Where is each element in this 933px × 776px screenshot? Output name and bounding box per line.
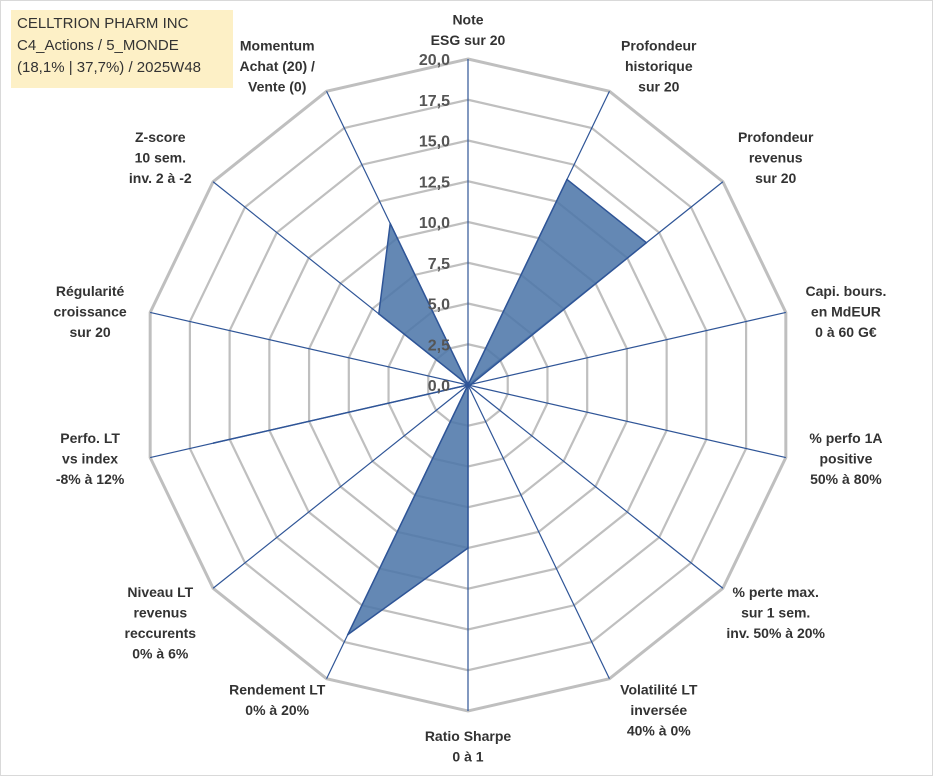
- category-label: C4_Actions / 5_MONDE: [17, 37, 179, 54]
- axis-label-line: 0 à 1: [452, 749, 483, 765]
- company-name: CELLTRION PHARM INC: [17, 15, 189, 32]
- axis-label-line: Rendement LT: [229, 681, 326, 697]
- axis-label-line: vs index: [62, 450, 118, 466]
- axis-label-7: Ratio Sharpe 0 à 1: [425, 728, 512, 765]
- axis-label-line: Ratio Sharpe: [425, 728, 512, 744]
- axis-label-line: 0 à 60 G€: [815, 324, 877, 340]
- axis-label-line: revenus: [749, 150, 803, 166]
- axis-label-0: Note ESG sur 20: [431, 12, 506, 49]
- data-point-10: [212, 442, 215, 444]
- tick-label: 15,0: [419, 134, 450, 151]
- axis-label-line: revenus: [133, 604, 187, 620]
- axis-label-line: reccurents: [125, 625, 197, 641]
- title-box: CELLTRION PHARM INC C4_Actions / 5_MONDE…: [11, 10, 233, 88]
- axis-label-10: Perfo. LT vs index -8% à 12%: [56, 430, 125, 487]
- axis-label-line: % perfo 1A: [809, 430, 882, 446]
- spoke-5: [467, 384, 724, 589]
- axis-label-line: croissance: [53, 304, 126, 320]
- data-point-7: [467, 547, 469, 549]
- label-layer: Note ESG sur 20 Profondeur historique sur 20…: [53, 12, 886, 765]
- data-point-11: [467, 384, 469, 386]
- axis-label-line: Niveau LT: [127, 584, 193, 600]
- data-point-1: [566, 178, 568, 181]
- axis-label-line: Perfo. LT: [60, 430, 120, 446]
- axis-label-line: Momentum: [240, 38, 315, 54]
- tick-label: 2,5: [428, 337, 450, 354]
- axis-label-line: 40% à 0%: [627, 722, 691, 738]
- axis-label-line: % perte max.: [733, 584, 819, 600]
- axis-label-line: Achat (20) /: [239, 58, 315, 74]
- spoke-6: [467, 384, 610, 679]
- tick-label: 0,0: [428, 378, 450, 395]
- spoke-4: [467, 384, 786, 459]
- spoke-3: [467, 311, 786, 386]
- series-layer: [212, 178, 648, 636]
- axis-label-line: Capi. bours.: [805, 283, 886, 299]
- axis-label-9: Niveau LT revenus reccurents 0% à 6%: [125, 584, 197, 662]
- axis-label-line: 0% à 20%: [245, 702, 309, 718]
- axis-label-line: inv. 2 à -2: [129, 170, 192, 186]
- axis-label-2: Profondeur revenus sur 20: [738, 129, 814, 186]
- axis-label-line: 50% à 80%: [810, 471, 882, 487]
- series-area: [212, 178, 648, 636]
- tick-label: 10,0: [419, 215, 450, 232]
- tick-label: 7,5: [428, 256, 450, 273]
- spoke-11: [150, 311, 469, 386]
- axis-label-line: 10 sem.: [135, 150, 186, 166]
- axis-label-line: sur 20: [638, 79, 679, 95]
- tick-layer: 0,0 2,5 5,0 7,5 10,0 12,5 15,0 17,5 20,0: [419, 52, 450, 395]
- tick-label: 20,0: [419, 52, 450, 69]
- tick-label: 17,5: [419, 93, 450, 110]
- axis-label-line: Profondeur: [621, 38, 697, 54]
- data-point-3: [470, 383, 472, 386]
- axis-label-8: Rendement LT 0% à 20%: [229, 681, 326, 718]
- axis-label-line: inv. 50% à 20%: [726, 625, 825, 641]
- data-point-12: [377, 313, 380, 315]
- axis-label-line: Volatilité LT: [620, 681, 698, 697]
- axis-label-12: Z-score 10 sem. inv. 2 à -2: [129, 129, 192, 186]
- axis-label-6: Volatilité LT inversée 40% à 0%: [620, 681, 698, 738]
- data-point-13: [389, 222, 392, 225]
- axis-label-line: -8% à 12%: [56, 471, 125, 487]
- axis-label-line: Vente (0): [248, 79, 306, 95]
- axis-label-line: en MdEUR: [811, 304, 881, 320]
- tick-label: 12,5: [419, 174, 450, 191]
- axis-label-line: sur 1 sem.: [741, 604, 810, 620]
- axis-label-13: Momentum Achat (20) / Vente (0): [239, 38, 315, 95]
- spoke-9: [212, 384, 469, 589]
- axis-label-line: Z-score: [135, 129, 186, 145]
- stats-label: (18,1% | 37,7%) / 2025W48: [17, 59, 201, 76]
- axis-label-1: Profondeur historique sur 20: [621, 38, 697, 95]
- axis-label-3: Capi. bours. en MdEUR 0 à 60 G€: [805, 283, 886, 340]
- axis-label-line: ESG sur 20: [431, 32, 506, 48]
- data-point-2: [645, 241, 648, 244]
- axis-label-line: sur 20: [69, 324, 110, 340]
- axis-label-line: sur 20: [755, 170, 796, 186]
- axis-label-line: Régularité: [56, 283, 125, 299]
- axis-label-line: inversée: [630, 702, 687, 718]
- axis-label-line: historique: [625, 58, 693, 74]
- tick-label: 5,0: [428, 297, 450, 314]
- axis-label-line: positive: [819, 450, 872, 466]
- axis-label-5: % perte max. sur 1 sem. inv. 50% à 20%: [726, 584, 825, 641]
- axis-label-line: Profondeur: [738, 129, 814, 145]
- axis-label-line: Note: [452, 12, 483, 28]
- axis-label-11: Régularité croissance sur 20: [53, 283, 126, 340]
- axis-label-line: 0% à 6%: [132, 645, 189, 661]
- data-point-8: [346, 633, 349, 636]
- axis-label-4: % perfo 1A positive 50% à 80%: [809, 430, 882, 487]
